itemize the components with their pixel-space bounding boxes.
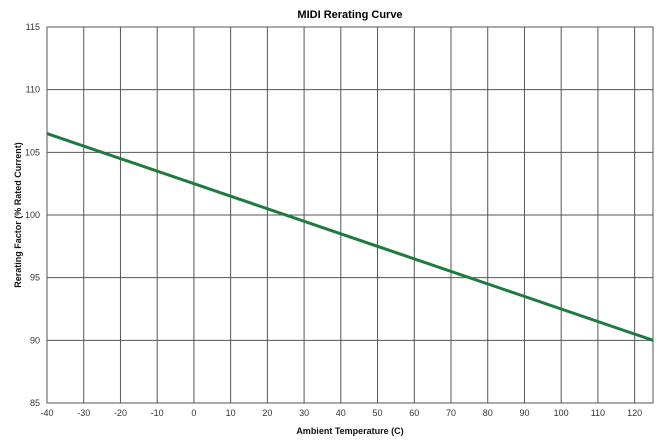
- y-tick-label: 90: [30, 335, 40, 345]
- x-tick-label: 60: [409, 408, 419, 418]
- x-tick-label: -40: [40, 408, 53, 418]
- x-tick-label: 10: [226, 408, 236, 418]
- x-gridlines: [46, 27, 636, 403]
- y-tick-label: 95: [30, 273, 40, 283]
- x-tick-label: 80: [483, 408, 493, 418]
- x-tick-label: 110: [591, 408, 605, 418]
- y-axis-title: Rerating Factor (% Rated Current): [13, 142, 23, 288]
- x-tick-label: 30: [299, 408, 309, 418]
- plot-area-frame: [46, 26, 654, 404]
- x-tick-label: -20: [114, 408, 127, 418]
- x-tick-label: 0: [191, 408, 196, 418]
- chart-title: MIDI Rerating Curve: [297, 9, 402, 21]
- y-gridlines: [47, 26, 653, 404]
- x-axis-title: Ambient Temperature (C): [296, 426, 403, 436]
- x-tick-label: -30: [77, 408, 90, 418]
- y-tick-label: 100: [25, 210, 40, 220]
- y-tick-labels: 85 90 95 100 105 110 115: [25, 22, 40, 408]
- x-tick-labels: -40 -30 -20 -10 0 10 20 30 40 50 60 70 80 90 100 110 120: [40, 408, 642, 418]
- x-tick-label: 50: [373, 408, 383, 418]
- y-tick-label: 115: [26, 22, 40, 32]
- x-tick-label: 120: [627, 408, 642, 418]
- x-tick-label: 20: [262, 408, 272, 418]
- x-tick-label: 40: [336, 408, 346, 418]
- y-tick-label: 85: [30, 398, 40, 408]
- series-layer: [46, 132, 654, 342]
- x-tick-label: 90: [519, 408, 529, 418]
- y-tick-label: 105: [25, 147, 40, 157]
- series-line: [46, 132, 654, 342]
- x-tick-label: 100: [554, 408, 569, 418]
- x-tick-label: 70: [446, 408, 456, 418]
- y-tick-label: 110: [26, 85, 40, 95]
- x-tick-label: -10: [151, 408, 164, 418]
